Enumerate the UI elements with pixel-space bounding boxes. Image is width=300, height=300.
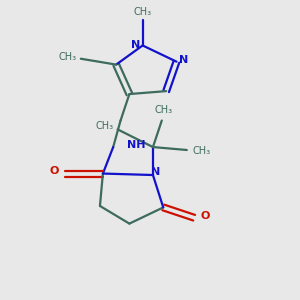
Text: CH₃: CH₃: [134, 7, 152, 17]
Text: N: N: [179, 55, 188, 65]
Text: N: N: [151, 167, 160, 177]
Text: O: O: [201, 211, 210, 221]
Text: CH₃: CH₃: [154, 105, 172, 115]
Text: NH: NH: [127, 140, 146, 150]
Text: N: N: [131, 40, 140, 50]
Text: CH₃: CH₃: [58, 52, 76, 62]
Text: CH₃: CH₃: [192, 146, 210, 157]
Text: O: O: [50, 166, 59, 176]
Text: CH₃: CH₃: [95, 122, 113, 131]
